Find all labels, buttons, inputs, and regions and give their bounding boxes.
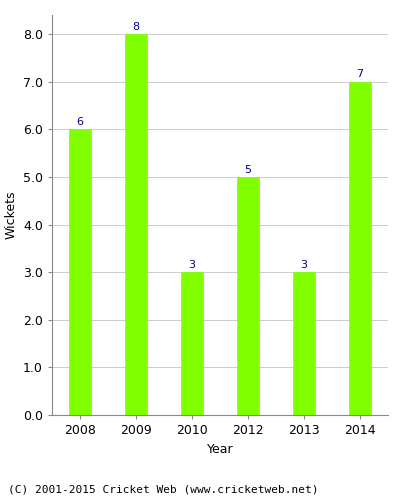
Bar	[349, 82, 371, 415]
Bar	[237, 177, 259, 415]
Text: (C) 2001-2015 Cricket Web (www.cricketweb.net): (C) 2001-2015 Cricket Web (www.cricketwe…	[8, 485, 318, 495]
Text: 5: 5	[244, 164, 252, 174]
Y-axis label: Wickets: Wickets	[4, 190, 18, 240]
Bar	[125, 34, 147, 415]
Text: 8: 8	[132, 22, 140, 32]
Text: 6: 6	[76, 117, 84, 127]
Bar	[69, 130, 91, 415]
Bar	[293, 272, 315, 415]
Text: 7: 7	[356, 70, 364, 80]
Bar	[181, 272, 203, 415]
Text: 3: 3	[300, 260, 308, 270]
X-axis label: Year: Year	[207, 442, 233, 456]
Text: 3: 3	[188, 260, 196, 270]
